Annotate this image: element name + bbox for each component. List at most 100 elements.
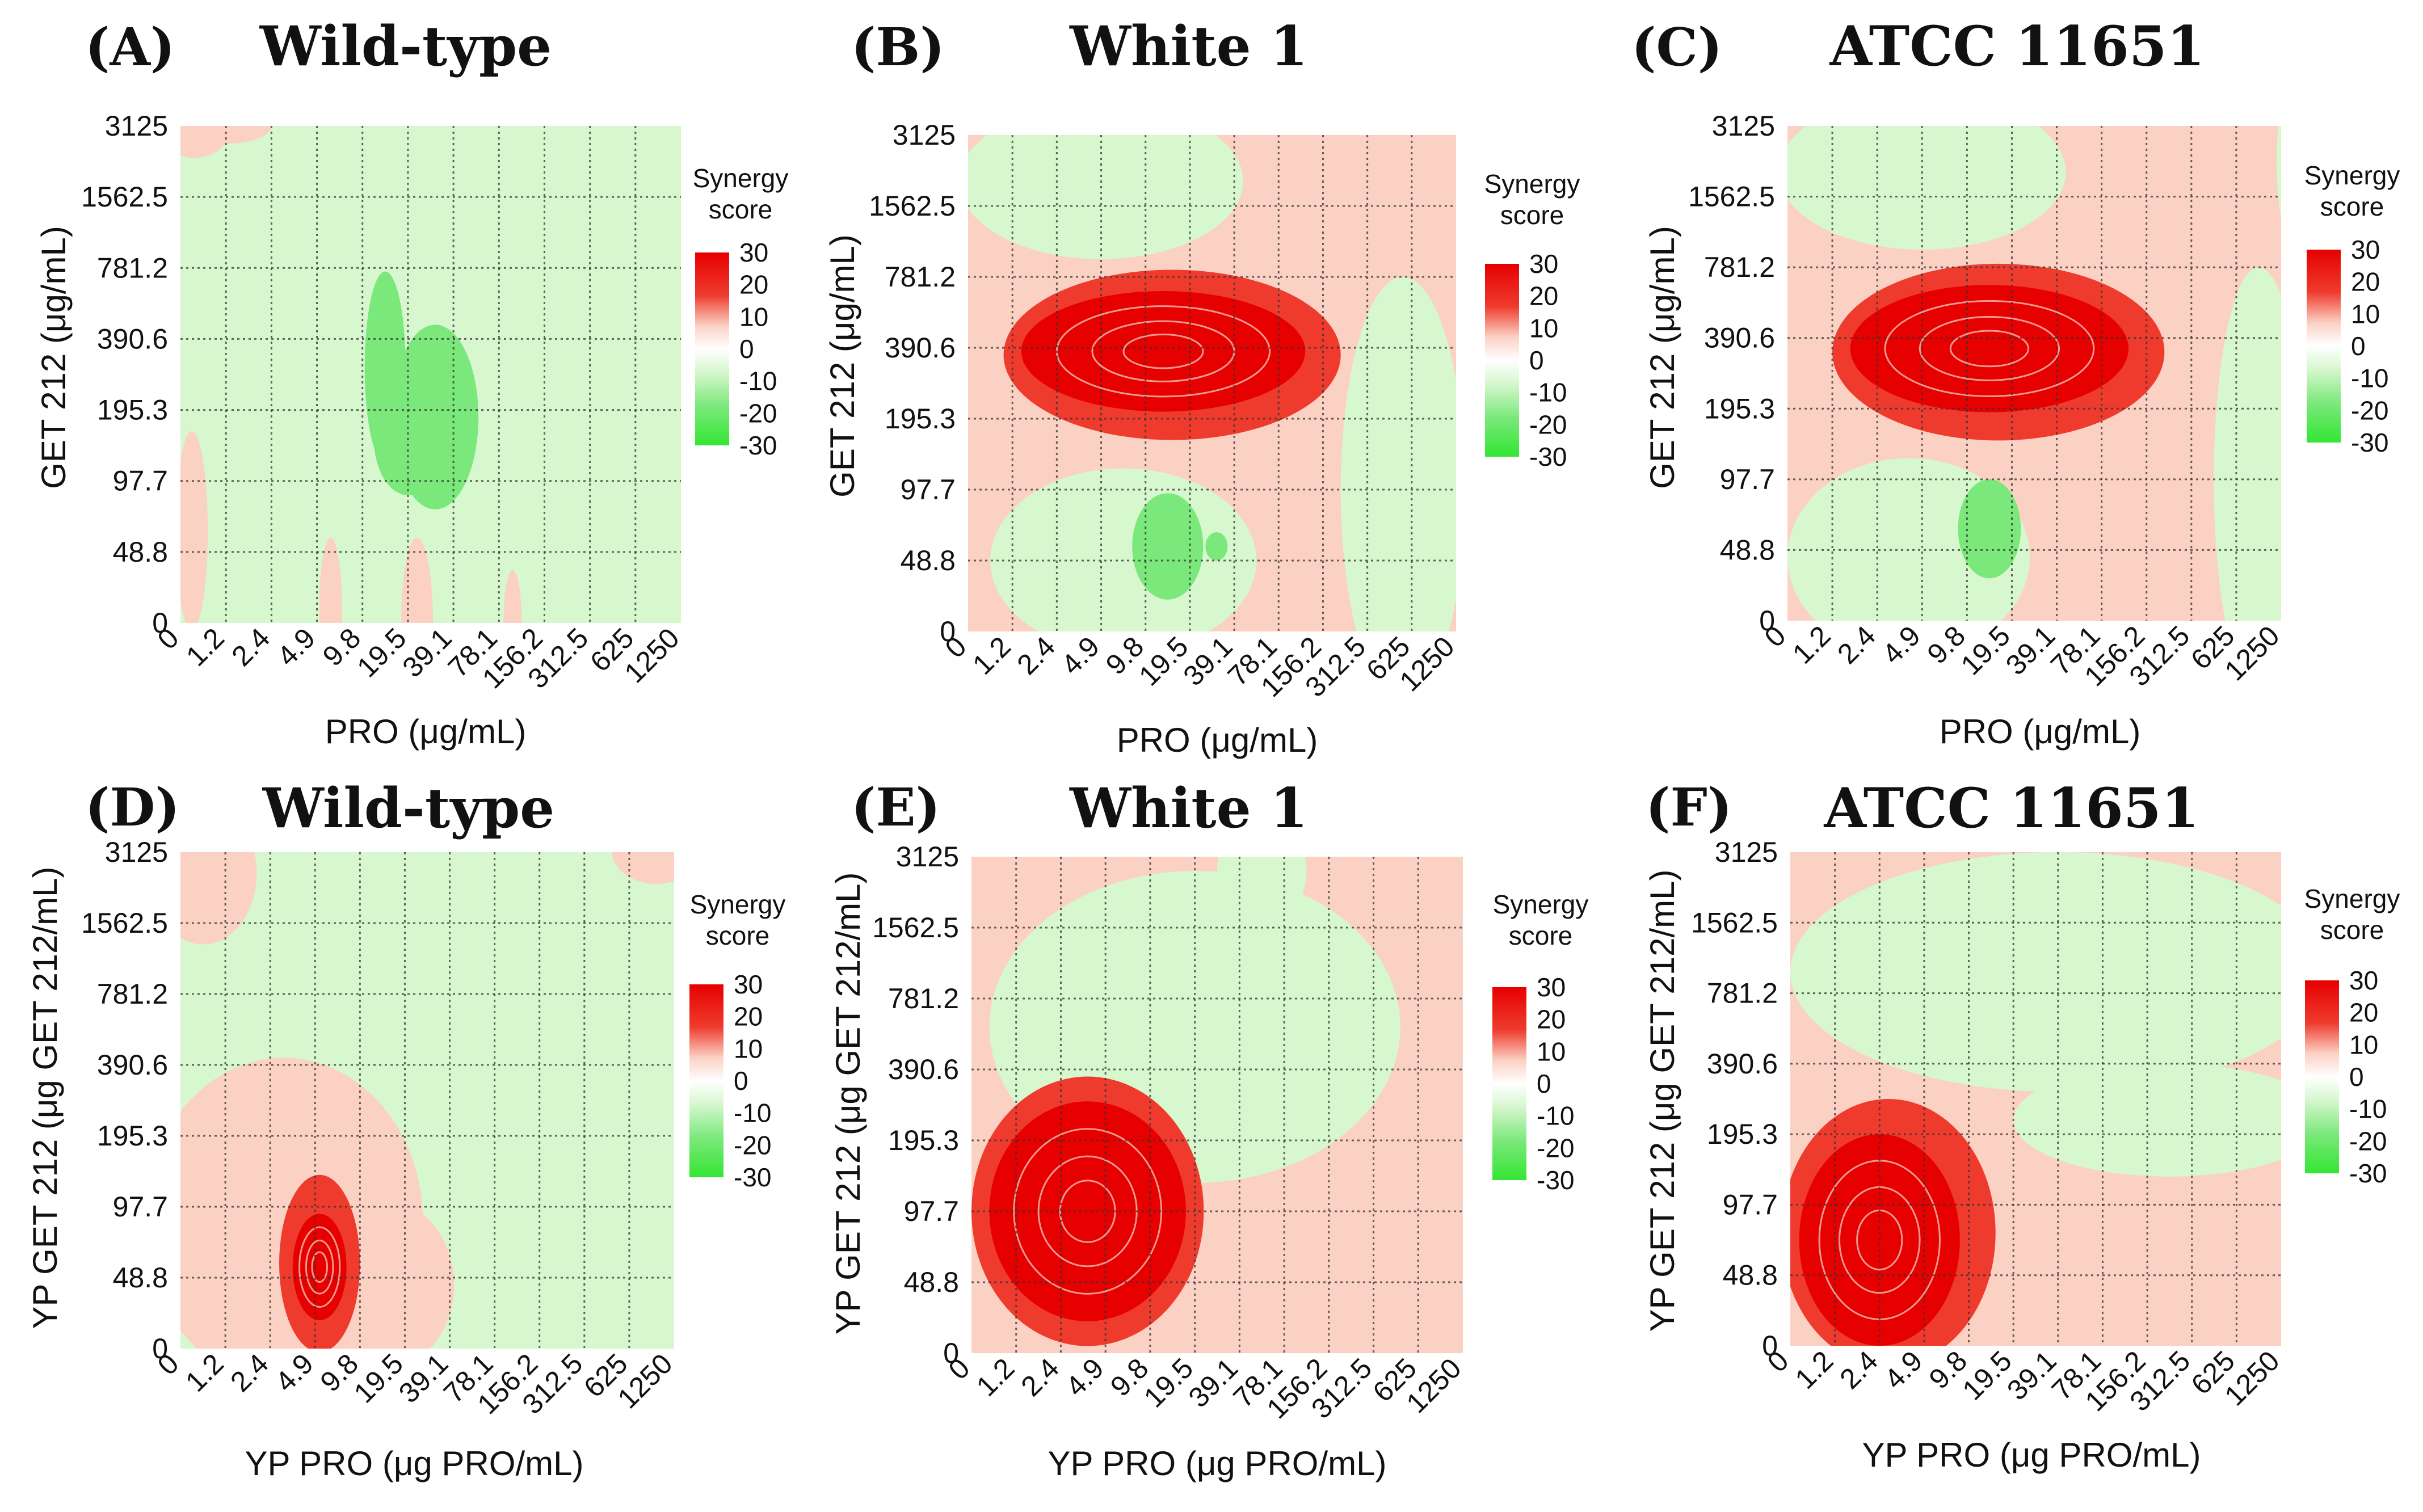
y-tick-label: 195.3: [888, 1124, 959, 1156]
legend-title-line1: Synergy: [2304, 161, 2400, 190]
contour-line: [1949, 330, 2030, 368]
contour-region: [968, 135, 1243, 259]
y-tick-label: 48.8: [113, 1262, 168, 1294]
legend-tick-label: -10: [1529, 378, 1567, 407]
legend-tick-label: -20: [734, 1130, 771, 1160]
contour-region: [2214, 267, 2281, 621]
x-tick-label: 19.5: [351, 622, 412, 683]
legend-title-line1: Synergy: [2304, 884, 2400, 913]
legend-title-line1: Synergy: [690, 890, 786, 919]
x-tick-label: 1.2: [1789, 1345, 1840, 1395]
panel-a: (A) Wild-type PRO (μg/mL) GET 212 (μg/mL…: [35, 14, 788, 751]
y-tick-label: 0: [1762, 1330, 1778, 1362]
legend-colorbar: [689, 984, 723, 1177]
y-axis-label: GET 212 (μg/mL): [1643, 226, 1681, 489]
x-tick-label: 4.9: [1059, 1352, 1110, 1403]
contour-line: [311, 1251, 328, 1283]
contour-region: [611, 852, 674, 885]
x-tick-label: 2.4: [1833, 1345, 1884, 1395]
legend-title-line2: score: [2320, 192, 2384, 221]
legend-tick-label: 0: [734, 1066, 748, 1096]
y-tick-label: 781.2: [97, 252, 168, 284]
heatmap-area: [1787, 126, 2281, 621]
y-tick-label: 1562.5: [1688, 181, 1775, 213]
y-tick-label: 3125: [896, 841, 959, 873]
x-axis-label: PRO (μg/mL): [325, 713, 527, 751]
legend-tick-label: 0: [739, 334, 754, 364]
y-tick-label: 3125: [105, 836, 168, 868]
legend-tick-label: 0: [2351, 331, 2366, 361]
legend-tick-label: -10: [2351, 364, 2388, 393]
contour-region: [1132, 493, 1204, 600]
y-tick-label: 48.8: [1723, 1260, 1778, 1291]
legend-tick-label: 10: [2349, 1030, 2378, 1059]
legend-tick-label: 10: [1537, 1037, 1566, 1066]
y-tick-label: 97.7: [1723, 1189, 1778, 1220]
x-tick-label: 4.9: [269, 1347, 319, 1398]
panel-title: White 1: [1069, 776, 1308, 840]
y-tick-label: 48.8: [113, 536, 168, 568]
legend-tick-label: 20: [739, 270, 768, 300]
x-tick-label: 1.2: [180, 622, 230, 672]
x-tick-label: 2.4: [1831, 620, 1882, 670]
contour-region: [1850, 285, 2129, 412]
contour-region: [292, 1214, 347, 1320]
contour-line: [1919, 315, 2060, 381]
legend-title-line2: score: [709, 195, 772, 224]
y-axis-label: GET 212 (μg/mL): [823, 234, 861, 498]
heatmap-area: [968, 135, 1456, 631]
legend-colorbar: [695, 252, 729, 445]
y-tick-label: 195.3: [885, 403, 956, 435]
legend-tick-label: 30: [739, 238, 768, 267]
panel-title: Wild-type: [262, 776, 554, 840]
legend-tick-label: 20: [734, 1002, 763, 1031]
legend-tick-label: 10: [734, 1034, 763, 1063]
x-tick-label: 1.2: [179, 1347, 230, 1398]
y-tick-label: 195.3: [97, 394, 168, 426]
legend-tick-label: -30: [2349, 1159, 2387, 1188]
contour-line: [298, 1226, 341, 1308]
y-tick-label: 781.2: [888, 983, 959, 1014]
heatmap-area: [180, 852, 674, 1349]
contour-region: [2013, 1063, 2281, 1177]
legend-tick-label: 30: [2351, 235, 2380, 264]
y-tick-label: 3125: [893, 119, 956, 151]
x-axis-label: YP PRO (μg PRO/mL): [1048, 1444, 1387, 1482]
legend-tick-label: 20: [1529, 281, 1558, 311]
heatmap-area: [1790, 852, 2281, 1346]
x-axis-label: YP PRO (μg PRO/mL): [245, 1444, 584, 1482]
y-tick-label: 3125: [1712, 110, 1775, 142]
contour-region: [1787, 126, 2066, 250]
y-tick-label: 195.3: [1704, 393, 1775, 424]
panel-f: (F) ATCC 11651 YP PRO (μg PRO/mL) YP GET…: [1643, 776, 2400, 1474]
legend-tick-label: -30: [2351, 428, 2388, 457]
x-axis-label: PRO (μg/mL): [1940, 713, 2141, 751]
y-tick-label: 97.7: [113, 1191, 168, 1223]
legend-tick-label: 20: [2351, 267, 2380, 297]
contour-line: [1013, 1128, 1163, 1295]
legend-tick-label: -10: [1537, 1101, 1574, 1131]
contour-region: [180, 126, 272, 144]
y-tick-label: 390.6: [1704, 322, 1775, 354]
panel-d: (D) Wild-type YP PRO (μg PRO/mL) YP GET …: [26, 776, 785, 1482]
legend-tick-label: -10: [739, 367, 777, 396]
legend-tick-label: -20: [2349, 1126, 2387, 1156]
panel-b: (B) White 1 PRO (μg/mL) GET 212 (μg/mL) …: [823, 14, 1580, 759]
x-tick-label: 39.1: [393, 1347, 454, 1409]
x-tick-label: 19.5: [348, 1347, 409, 1409]
y-tick-label: 3125: [105, 110, 168, 142]
y-tick-label: 3125: [1715, 836, 1778, 868]
legend-tick-label: 10: [1529, 313, 1558, 343]
y-axis-label: YP GET 212 (μg GET 212/mL): [1643, 870, 1681, 1332]
x-tick-label: 2.4: [225, 622, 276, 672]
x-tick-label: 2.4: [224, 1347, 275, 1398]
contour-region: [989, 1101, 1186, 1321]
x-axis-label: YP PRO (μg PRO/mL): [1862, 1436, 2201, 1474]
y-tick-label: 1562.5: [872, 912, 959, 944]
contour-region: [2277, 126, 2281, 218]
heatmap-area: [971, 857, 1463, 1353]
contour-region: [503, 570, 522, 623]
legend-title-line2: score: [1509, 921, 1572, 950]
panel-e: (E) White 1 YP PRO (μg PRO/mL) YP GET 21…: [829, 776, 1588, 1482]
